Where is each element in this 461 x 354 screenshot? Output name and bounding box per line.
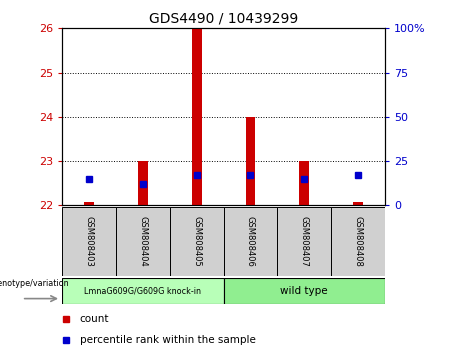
Text: wild type: wild type bbox=[280, 286, 328, 296]
Title: GDS4490 / 10439299: GDS4490 / 10439299 bbox=[149, 12, 298, 26]
Bar bbox=[138, 161, 148, 205]
Text: count: count bbox=[80, 314, 109, 324]
Bar bbox=[224, 278, 385, 304]
Bar bbox=[192, 28, 201, 205]
Bar bbox=[224, 207, 278, 276]
Text: GSM808405: GSM808405 bbox=[192, 216, 201, 267]
Text: genotype/variation: genotype/variation bbox=[0, 279, 70, 288]
Bar bbox=[300, 161, 309, 205]
Text: GSM808403: GSM808403 bbox=[85, 216, 94, 267]
Bar bbox=[353, 202, 363, 205]
Bar bbox=[278, 207, 331, 276]
Bar bbox=[331, 207, 385, 276]
Bar bbox=[62, 207, 116, 276]
Text: GSM808408: GSM808408 bbox=[354, 216, 362, 267]
Text: GSM808406: GSM808406 bbox=[246, 216, 255, 267]
Bar bbox=[116, 207, 170, 276]
Bar bbox=[246, 117, 255, 205]
Bar bbox=[170, 207, 224, 276]
Text: GSM808404: GSM808404 bbox=[138, 216, 148, 267]
Bar bbox=[84, 202, 94, 205]
Text: LmnaG609G/G609G knock-in: LmnaG609G/G609G knock-in bbox=[84, 287, 201, 296]
Text: GSM808407: GSM808407 bbox=[300, 216, 309, 267]
Bar bbox=[62, 278, 224, 304]
Text: percentile rank within the sample: percentile rank within the sample bbox=[80, 335, 255, 345]
